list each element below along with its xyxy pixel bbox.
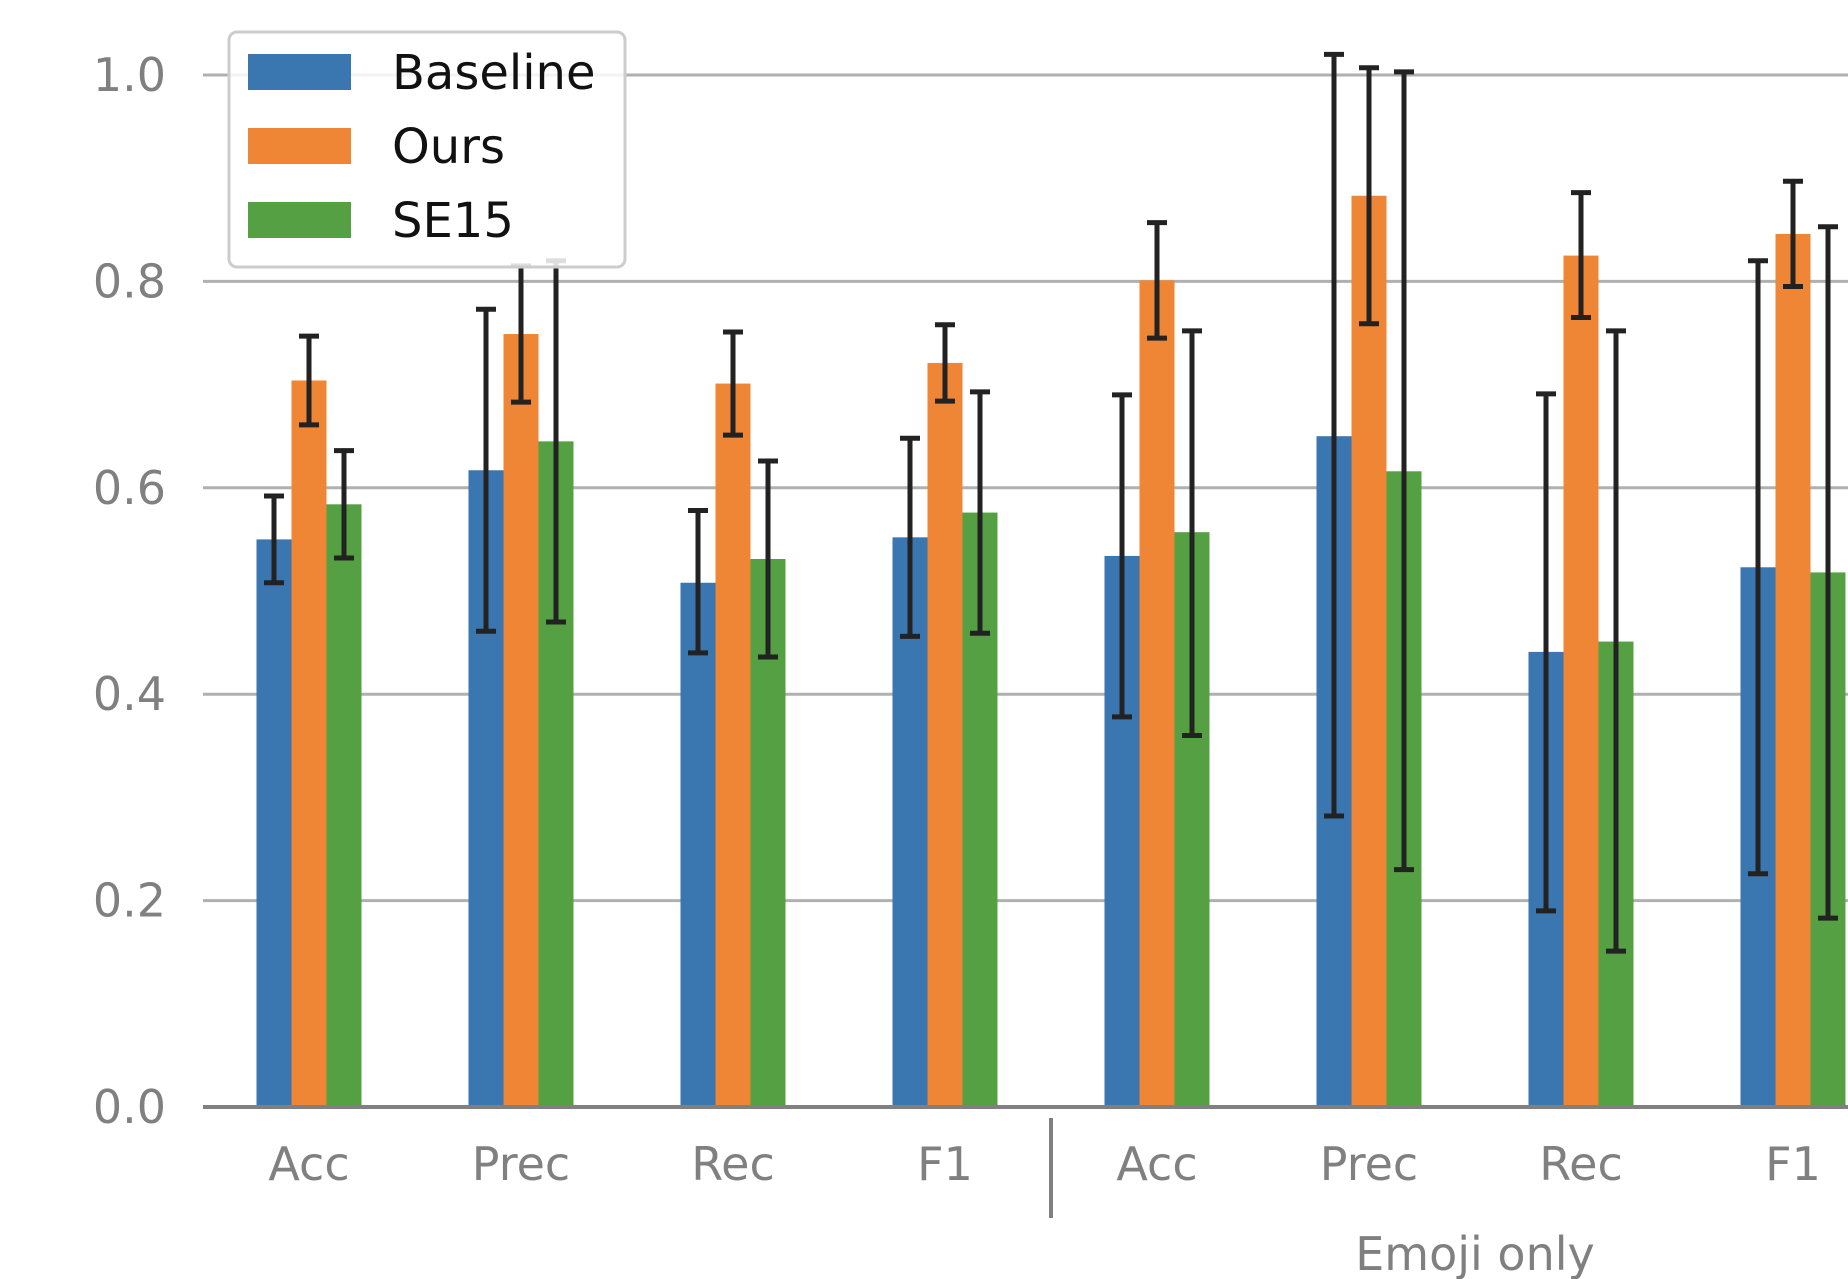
error-bar [1324,51,1344,819]
legend-swatch-se15 [248,202,351,238]
group-label: Emoji only [1355,1227,1595,1279]
bar-ours [1563,255,1599,1108]
bar-se15 [326,504,362,1107]
legend-label: Ours [392,119,505,175]
error-bars [264,51,1838,954]
x-tick-label: F1 [1765,1137,1821,1191]
error-bar [1536,391,1556,914]
x-tick-label: Rec [1539,1137,1623,1191]
error-bar [900,435,920,639]
x-tick-label: Acc [1116,1137,1197,1191]
error-bar [758,458,778,660]
y-tick-label: 0.6 [93,461,166,515]
error-bar [1748,258,1768,877]
x-tick-label: Rec [691,1137,775,1191]
error-bar [1606,328,1626,954]
bar-baseline [256,539,292,1107]
y-tick-label: 0.4 [93,667,166,721]
legend: Baseline Ours SE15 [227,30,627,269]
error-bar [334,448,354,561]
legend-swatch-ours [248,128,351,164]
error-bar [935,322,955,404]
legend-label: SE15 [392,193,514,249]
error-bar [299,333,319,428]
error-bar [1112,392,1132,720]
y-tick-label: 0.2 [93,874,166,928]
bar-ours [503,334,539,1108]
bar-ours [291,380,327,1107]
error-bar [970,389,990,636]
bar-ours [927,362,963,1108]
axes: 0.0 0.2 0.4 0.6 0.8 1.0 Acc Prec Rec F1 Acc Prec Rec… [93,48,1848,1279]
bar-ours [1139,280,1175,1107]
error-bar [1147,220,1167,341]
x-tick-label: Prec [1320,1137,1418,1191]
error-bar [1359,65,1379,327]
bar-ours [1351,195,1387,1107]
bar-ours [715,383,751,1107]
bar-ours [1775,233,1811,1108]
legend-label: Baseline [392,45,596,101]
y-tick-label: 0.0 [93,1080,166,1134]
x-tick-label: Prec [472,1137,570,1191]
bar-baseline [680,582,716,1107]
error-bar [264,493,284,586]
y-tick-label: 0.8 [93,254,166,308]
error-bar [1182,328,1202,738]
error-bar [1394,69,1414,873]
error-bar [1818,224,1838,921]
error-bar [1571,190,1591,321]
x-tick-label: Acc [268,1137,349,1191]
error-bar [723,329,743,438]
error-bar [476,306,496,634]
error-bar [1783,178,1803,290]
error-bar [688,508,708,656]
legend-swatch-baseline [248,54,351,90]
x-tick-label: F1 [917,1137,973,1191]
y-tick-label: 1.0 [93,48,166,102]
